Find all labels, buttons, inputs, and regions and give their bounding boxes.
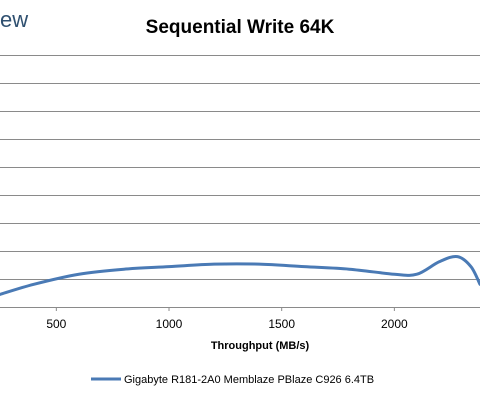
series-lines — [0, 254, 480, 296]
x-tick-label: 2000 — [381, 317, 408, 331]
chart-title: Sequential Write 64K — [146, 17, 335, 38]
series-line — [0, 254, 480, 296]
x-tick-label: 500 — [46, 317, 66, 331]
x-axis-label: Throughput (MB/s) — [211, 340, 310, 352]
brand-logo: ew — [0, 7, 28, 32]
x-tick-label: 1000 — [156, 317, 183, 331]
x-tick-label: 1500 — [268, 317, 295, 331]
legend-item-label: Gigabyte R181-2A0 Memblaze PBlaze C926 6… — [124, 374, 374, 386]
x-axis-ticks: 500 1000 1500 2000 — [46, 307, 408, 331]
legend: Gigabyte R181-2A0 Memblaze PBlaze C926 6… — [91, 374, 374, 386]
gridlines — [0, 55, 480, 308]
